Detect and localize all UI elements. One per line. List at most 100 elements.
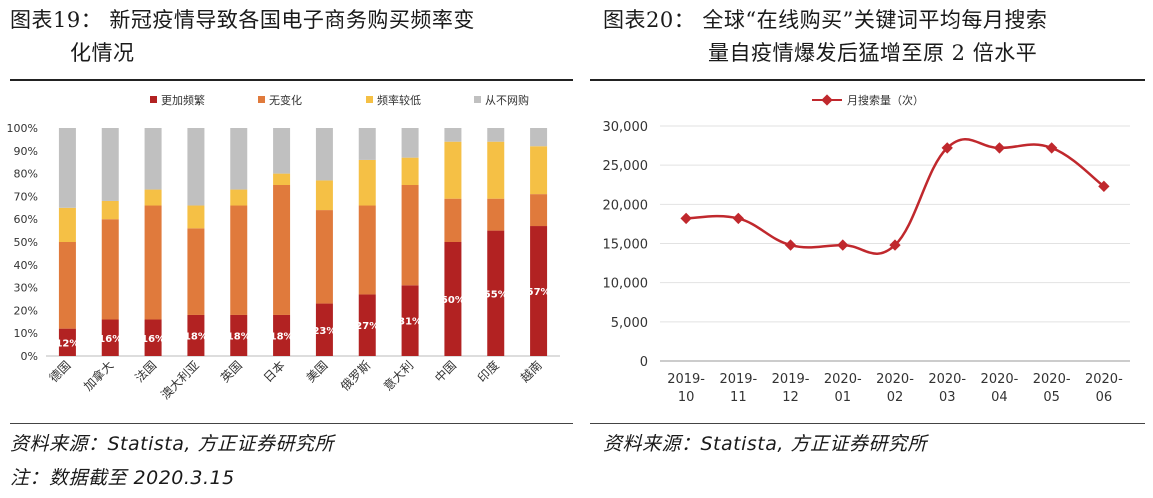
x-tick-label-year: 2019-: [719, 372, 757, 387]
x-category-label: 日本: [261, 358, 288, 385]
y-tick-label: 80%: [14, 168, 38, 181]
bar-segment: [273, 128, 291, 174]
x-category-label: 俄罗斯: [338, 358, 373, 393]
y-tick-label: 30%: [14, 282, 38, 295]
y-tick-label: 5,000: [611, 316, 648, 331]
x-category-label: 印度: [474, 358, 502, 386]
bar-segment: [144, 205, 162, 320]
x-tick-label-month: 03: [939, 390, 956, 405]
x-tick-label-year: 2020-: [928, 372, 966, 387]
y-tick-label: 30,000: [603, 120, 649, 135]
x-category-label: 英国: [218, 358, 245, 385]
bar-segment: [315, 128, 333, 181]
bar-segment: [101, 200, 119, 220]
bar-segment: [187, 205, 205, 229]
x-category-label: 美国: [304, 358, 331, 385]
x-tick-label-year: 2020-: [981, 372, 1019, 387]
bar-segment: [358, 128, 376, 160]
bar-segment: [315, 180, 333, 211]
bar-data-label: 18%: [227, 331, 251, 342]
bar-segment: [273, 173, 291, 185]
bar-data-label: 55%: [484, 289, 508, 300]
bar-segment: [315, 210, 333, 304]
y-tick-label: 90%: [14, 145, 38, 158]
bar-segment: [487, 141, 505, 199]
bar-segment: [187, 228, 205, 315]
left-source-rule: [10, 423, 573, 424]
bar-segment: [530, 194, 548, 227]
bar-segment: [358, 205, 376, 295]
left-title-line1: 图表19： 新冠疫情导致各国电子商务购买频率变: [10, 8, 475, 32]
bar-segment: [444, 128, 462, 142]
legend-swatch-1: [258, 96, 265, 103]
bar-segment: [58, 128, 76, 208]
bar-segment: [487, 230, 505, 356]
bar-data-label: 18%: [270, 331, 294, 342]
y-tick-label: 10%: [14, 327, 38, 340]
x-tick-label-year: 2020-: [824, 372, 862, 387]
bar-segment: [487, 128, 505, 142]
bar-data-label: 18%: [184, 331, 208, 342]
data-point-marker: [837, 239, 849, 251]
y-tick-label: 10,000: [603, 277, 649, 292]
x-tick-label-year: 2019-: [772, 372, 810, 387]
bar-data-label: 12%: [55, 338, 79, 349]
bar-segment: [187, 314, 205, 356]
bar-segment: [144, 319, 162, 356]
y-tick-label: 50%: [14, 236, 38, 249]
bar-segment: [444, 198, 462, 242]
bar-data-label: 50%: [441, 295, 465, 306]
y-tick-label: 60%: [14, 213, 38, 226]
data-point-marker: [784, 239, 797, 251]
y-tick-label: 25,000: [603, 159, 649, 174]
x-category-label: 法国: [132, 358, 159, 385]
bar-segment: [444, 141, 462, 199]
right-source-rule: [590, 423, 1145, 424]
bar-segment: [315, 303, 333, 356]
bar-segment: [58, 242, 76, 329]
right-title-line1: 图表20： 全球“在线购买”关键词平均每月搜索: [603, 8, 1048, 32]
bar-segment: [187, 128, 205, 206]
x-category-label: 越南: [517, 358, 545, 386]
y-tick-label: 100%: [7, 122, 38, 135]
bar-data-label: 16%: [98, 334, 122, 345]
bar-data-label: 16%: [141, 334, 165, 345]
bar-segment: [230, 314, 248, 356]
bar-segment: [401, 128, 419, 158]
bar-data-label: 23%: [312, 326, 336, 337]
y-tick-label: 20%: [14, 304, 38, 317]
x-tick-label-month: 11: [730, 390, 747, 405]
bar-segment: [358, 294, 376, 356]
bar-segment: [101, 128, 119, 201]
bar-segment: [273, 185, 291, 315]
x-tick-label-year: 2020-: [1033, 372, 1071, 387]
right-source: 资料来源：Statista, 方正证券研究所: [603, 433, 927, 455]
x-category-label: 加拿大: [80, 358, 116, 394]
bar-segment: [530, 128, 548, 147]
legend-swatch-0: [150, 96, 157, 103]
y-tick-label: 15,000: [603, 238, 649, 253]
legend-swatch-3: [474, 96, 481, 103]
bar-segment: [101, 219, 119, 320]
data-point-marker: [732, 212, 744, 225]
left-note: 注：数据截至 2020.3.15: [10, 467, 235, 489]
bar-segment: [144, 128, 162, 190]
data-point-marker: [993, 142, 1006, 154]
legend-label-3: 从不网购: [485, 93, 529, 107]
x-category-label: 德国: [46, 358, 74, 386]
legend-label: 月搜索量（次）: [847, 93, 924, 107]
x-tick-label-month: 04: [991, 390, 1008, 405]
legend-swatch-2: [366, 96, 373, 103]
x-tick-label-month: 05: [1043, 390, 1060, 405]
bar-segment: [58, 328, 76, 356]
x-category-label: 中国: [431, 358, 459, 386]
bar-segment: [230, 205, 248, 315]
bar-segment: [487, 198, 505, 231]
y-tick-label: 40%: [14, 259, 38, 272]
y-tick-label: 0: [640, 355, 648, 370]
bar-segment: [58, 207, 76, 242]
bar-data-label: 27%: [355, 321, 379, 332]
bar-segment: [230, 128, 248, 190]
left-title-line2: 化情况: [70, 41, 135, 65]
x-tick-label-month: 12: [782, 390, 799, 405]
